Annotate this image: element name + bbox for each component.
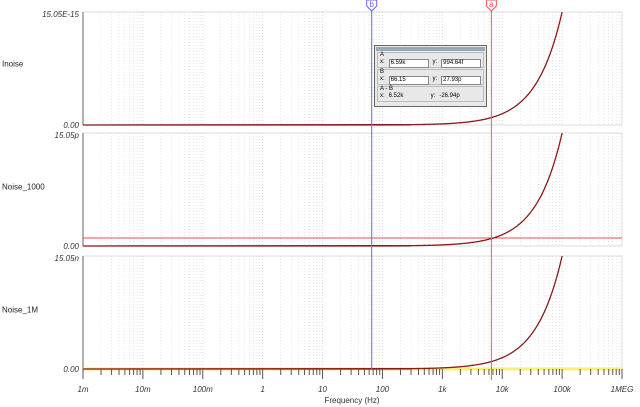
cursor-box-titlebar[interactable] [376,47,485,51]
label: x: [380,59,385,65]
y-tick-top: 15.05E-15 [42,10,79,19]
x-tick-label: 1m [77,385,88,394]
panel-frame [82,255,623,370]
y-tick-top: 15.05n [55,254,80,263]
y-axis-label: Inoise [2,60,24,69]
cursor-a-label: a [489,0,494,9]
label: y: [430,93,436,99]
y-tick-bottom: 0.00 [63,242,79,251]
panel-frame [82,132,623,247]
y-tick-top: 15.05p [55,131,80,140]
cursor-b-label: b [369,0,374,9]
label: x: [380,93,385,99]
x-tick-label: 1k [438,385,447,394]
cursor-diff-title: A - B [380,86,394,92]
noise-curve [82,132,563,247]
x-tick-label: 1MEG [611,385,634,394]
label: x: [380,76,385,82]
x-tick-label: 10k [496,385,510,394]
x-tick-label: 1 [260,385,264,394]
x-axis-label: Frequency (Hz) [324,396,379,405]
y-axis-label: Noise_1M [2,306,38,315]
cursor-diff-y: -26.94p [439,93,460,99]
cursor-a-title: A [380,52,385,58]
cursor-a-x-field[interactable]: 6.59k [388,59,429,68]
x-tick-label: 10 [318,385,327,394]
x-tick-label: 100k [553,385,571,394]
cursor-diff-x: 6.52k [388,93,404,99]
x-tick-label: 100 [376,385,390,394]
cursor-b-group: B x: 66.15 y: 27.93p [377,69,484,85]
panel-frame [82,11,623,126]
cursor-a-handle[interactable] [485,0,497,12]
cursor-b-x-field[interactable]: 66.15 [388,76,429,85]
cursor-b-handle[interactable] [366,0,378,12]
cursor-b-title: B [380,69,385,75]
y-tick-bottom: 0.00 [63,121,79,130]
y-tick-bottom: 0.00 [63,365,79,374]
noise-curve [82,255,563,370]
cursor-a-group: A x: 6.59k y: 994.64f [377,52,484,68]
y-axis-label: Noise_1000 [2,183,45,192]
label: y: [432,76,438,82]
x-tick-label: 10m [135,385,151,394]
label: y: [432,59,438,65]
cursor-diff-group: A - B x: 6.52k y: -26.94p [377,86,484,102]
cursor-a-y-field[interactable]: 994.64f [441,59,481,68]
x-tick-label: 100m [193,385,213,394]
noise-curve [82,11,563,126]
cursor-b-y-field[interactable]: 27.93p [441,76,481,85]
cursor-readout-box[interactable]: A x: 6.59k y: 994.64f B x: 66.15 y: 27.93p A -… [374,45,487,107]
